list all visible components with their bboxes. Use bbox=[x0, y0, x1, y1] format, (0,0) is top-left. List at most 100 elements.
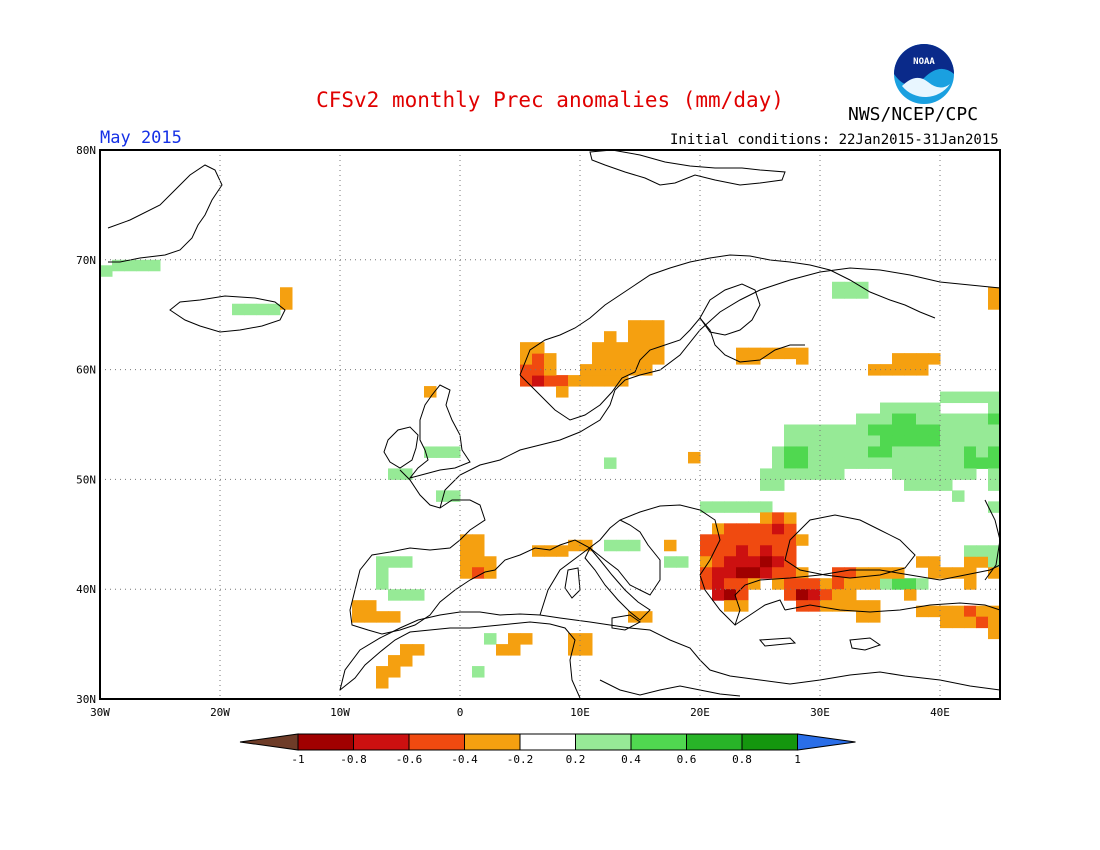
anomaly-cell bbox=[988, 627, 1001, 640]
anomaly-cell bbox=[928, 479, 941, 491]
anomaly-cell bbox=[136, 259, 149, 272]
anomaly-cell bbox=[820, 457, 833, 469]
forecast-month: May 2015 bbox=[100, 128, 182, 148]
colorbar-bin bbox=[686, 733, 743, 751]
anomaly-cell bbox=[724, 589, 737, 601]
anomaly-cell bbox=[628, 320, 641, 332]
colorbar-bin bbox=[353, 733, 410, 751]
anomaly-cell bbox=[556, 545, 569, 557]
anomaly-cell bbox=[616, 342, 629, 354]
anomaly-cell bbox=[472, 545, 485, 557]
anomaly-cell bbox=[472, 534, 485, 546]
anomaly-cell bbox=[544, 375, 557, 387]
anomaly-cell bbox=[724, 501, 737, 513]
anomaly-cell bbox=[712, 523, 725, 535]
anomaly-cell bbox=[388, 611, 401, 623]
anomaly-cell bbox=[868, 611, 881, 623]
anomaly-cell bbox=[640, 342, 653, 354]
anomaly-cell bbox=[988, 545, 1001, 557]
anomaly-cell bbox=[388, 589, 401, 601]
anomaly-cell bbox=[952, 424, 965, 436]
anomaly-cell bbox=[832, 446, 845, 458]
anomaly-cell bbox=[892, 457, 905, 469]
anomaly-cell bbox=[724, 534, 737, 546]
anomaly-cell bbox=[880, 402, 893, 415]
longitude-tick-label: 30E bbox=[810, 706, 830, 719]
latitude-tick-label: 50N bbox=[76, 473, 96, 486]
anomaly-cell bbox=[880, 424, 893, 436]
anomaly-cell bbox=[556, 375, 569, 387]
anomaly-cell bbox=[784, 567, 797, 579]
anomaly-cell bbox=[856, 413, 869, 425]
anomaly-cell bbox=[724, 556, 737, 568]
longitude-tick-label: 40E bbox=[930, 706, 950, 719]
anomaly-cell bbox=[724, 567, 737, 579]
anomaly-cell bbox=[928, 424, 941, 436]
anomaly-cell bbox=[700, 578, 713, 590]
anomaly-cell bbox=[784, 446, 797, 458]
anomaly-cell bbox=[964, 567, 977, 579]
anomaly-cell bbox=[280, 298, 293, 310]
anomaly-cell bbox=[148, 259, 161, 272]
anomaly-cell bbox=[976, 424, 989, 436]
anomaly-cell bbox=[424, 446, 437, 458]
anomaly-cell bbox=[940, 567, 953, 579]
anomaly-cell bbox=[760, 534, 773, 546]
anomaly-cell bbox=[928, 413, 941, 425]
anomaly-cell bbox=[532, 364, 545, 376]
colorbar-label: 0.2 bbox=[566, 753, 586, 766]
anomaly-cell bbox=[820, 578, 833, 590]
anomaly-cell bbox=[544, 545, 557, 557]
anomaly-cell bbox=[508, 644, 521, 656]
anomaly-cell bbox=[520, 633, 533, 645]
anomaly-cell bbox=[400, 556, 413, 568]
anomaly-cell bbox=[772, 578, 785, 590]
colorbar-bin bbox=[519, 733, 576, 751]
anomaly-cell bbox=[808, 578, 821, 590]
anomaly-cell bbox=[832, 287, 845, 299]
anomaly-cell bbox=[376, 611, 389, 623]
anomaly-cell bbox=[928, 353, 941, 365]
anomaly-cell bbox=[604, 331, 617, 343]
anomaly-cell bbox=[976, 616, 989, 629]
anomaly-cell bbox=[736, 567, 749, 579]
anomaly-cell bbox=[964, 413, 977, 425]
anomaly-cell bbox=[568, 539, 581, 552]
anomaly-cell bbox=[796, 446, 809, 458]
anomaly-cell bbox=[772, 479, 785, 491]
anomaly-cell bbox=[952, 567, 965, 579]
anomaly-cell bbox=[736, 589, 749, 601]
anomaly-cell bbox=[808, 424, 821, 436]
anomaly-cell bbox=[640, 320, 653, 332]
anomaly-cell bbox=[868, 578, 881, 590]
coastlines bbox=[107, 149, 1001, 699]
anomaly-cell bbox=[244, 303, 257, 316]
colorbar-bin bbox=[741, 733, 798, 751]
anomaly-cell bbox=[412, 644, 425, 656]
colorbar-label: -0.6 bbox=[396, 753, 423, 766]
anomaly-cell bbox=[844, 457, 857, 469]
anomaly-cell bbox=[556, 386, 569, 398]
anomaly-cell bbox=[856, 457, 869, 469]
anomaly-cell bbox=[472, 666, 485, 678]
anomaly-cell bbox=[364, 611, 377, 623]
anomaly-cell bbox=[784, 468, 797, 480]
colorbar-label: 0.4 bbox=[621, 753, 641, 766]
anomaly-cell bbox=[952, 391, 965, 404]
anomaly-cell bbox=[388, 655, 401, 667]
anomaly-cell bbox=[604, 457, 617, 469]
anomaly-cell bbox=[988, 616, 1001, 629]
anomaly-cell bbox=[568, 644, 581, 656]
anomaly-cell bbox=[484, 556, 497, 568]
anomaly-cell bbox=[856, 424, 869, 436]
anomaly-cell bbox=[892, 435, 905, 447]
anomaly-cell bbox=[928, 567, 941, 579]
anomaly-cell bbox=[820, 435, 833, 447]
anomaly-cell bbox=[736, 556, 749, 568]
anomaly-cell bbox=[844, 424, 857, 436]
anomaly-cell bbox=[796, 589, 809, 601]
anomaly-cell bbox=[784, 457, 797, 469]
anomaly-cell bbox=[940, 616, 953, 629]
anomaly-cell bbox=[832, 578, 845, 590]
colorbar-label: -0.2 bbox=[507, 753, 534, 766]
